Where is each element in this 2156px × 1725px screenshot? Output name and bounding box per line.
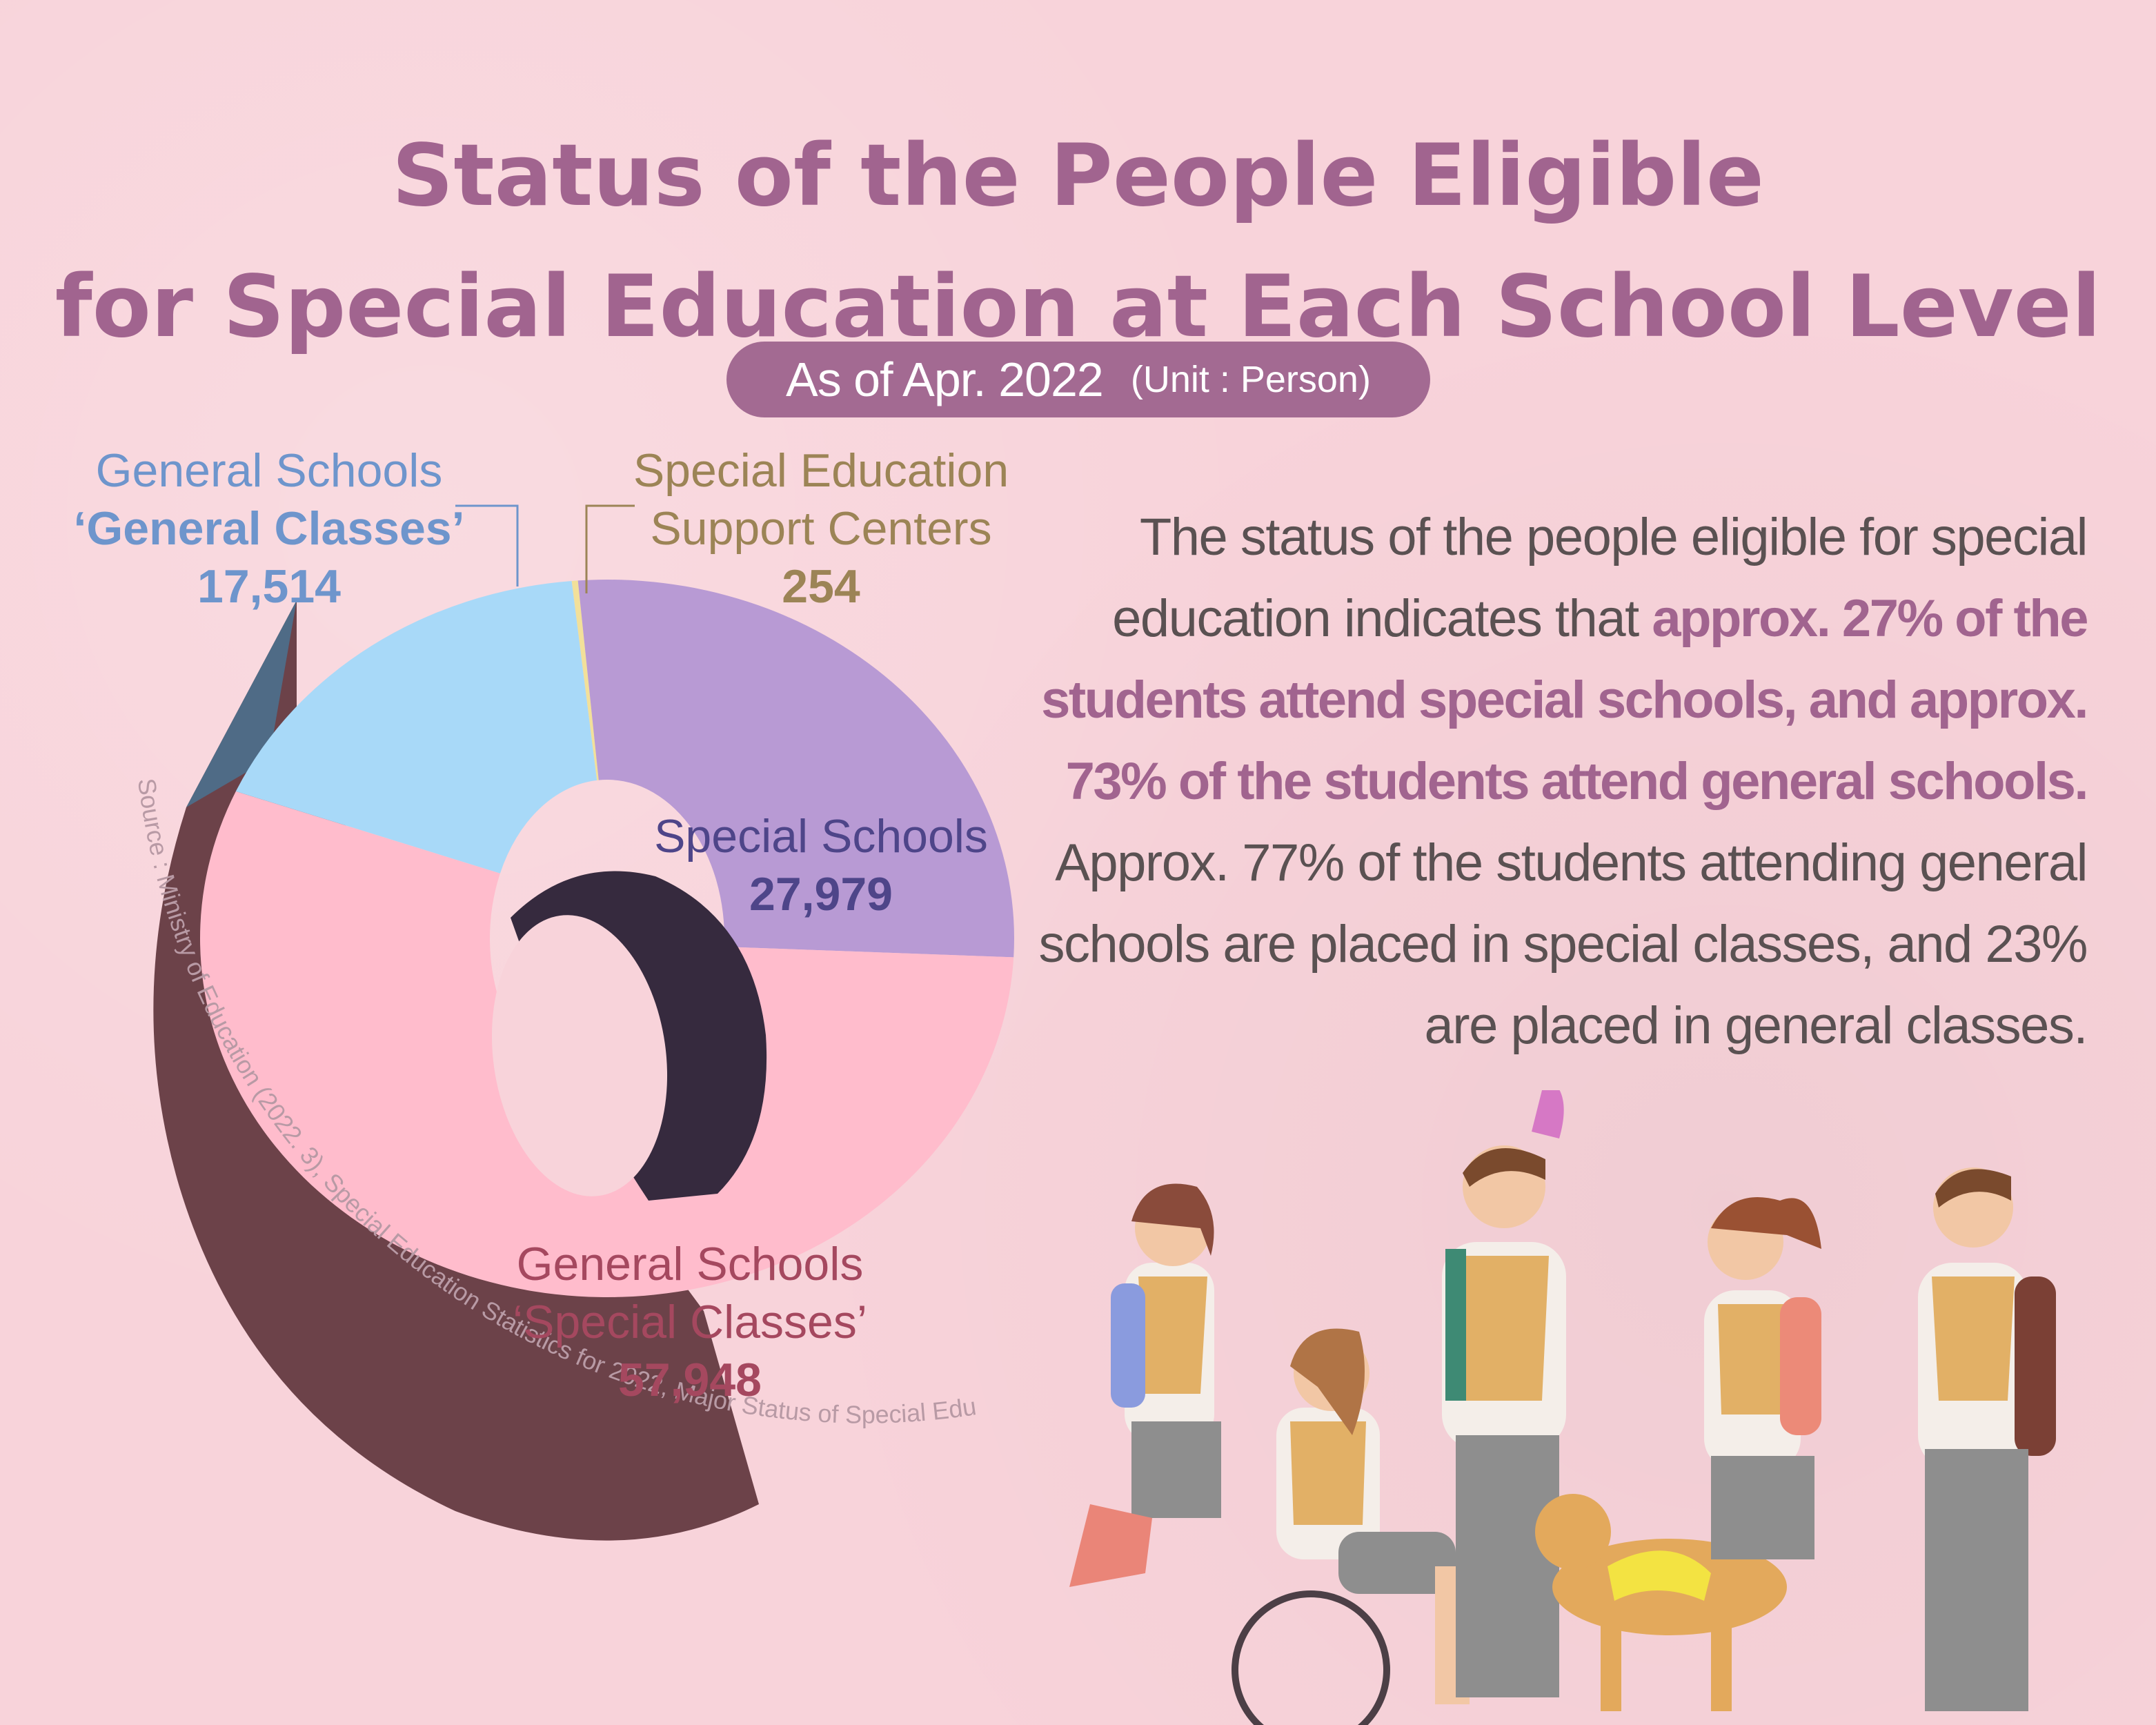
label-special-schools-value: 27,979: [749, 868, 893, 920]
description-part2: Approx. 77% of the students attending ge…: [1038, 834, 2088, 1055]
badge-unit: (Unit : Person): [1130, 359, 1371, 400]
label-special-schools: Special Schools 27,979: [621, 807, 1021, 923]
label-support-centers: Special Education Support Centers 254: [621, 442, 1021, 615]
description-highlight: approx. 27% of the students attend speci…: [1041, 589, 2088, 811]
slice-support-centers: [571, 580, 599, 780]
student-boy-center: [1442, 1090, 1566, 1697]
label-special-classes-name2: ‘Special Classes’: [513, 1296, 867, 1348]
donut-hole: [491, 915, 668, 1196]
label-general-classes-name2: ‘General Classes’: [73, 502, 465, 555]
title-line-1: Status of the People Eligible: [392, 126, 1764, 226]
slice-general-classes: [235, 580, 597, 874]
label-special-classes-value: 57,948: [618, 1354, 762, 1406]
description-paragraph: The status of the people eligible for sp…: [966, 497, 2089, 1067]
leader-line-general-classes: [455, 504, 519, 586]
label-general-classes: General Schools ‘General Classes’ 17,514: [69, 442, 469, 615]
label-general-classes-name: General Schools: [95, 444, 443, 497]
slice-special-schools: [577, 580, 1015, 958]
student-girl-left: [1069, 1183, 1221, 1587]
student-girl-wheelchair: [1232, 1328, 1470, 1725]
leader-line-support-centers: [585, 504, 635, 593]
label-general-classes-value: 17,514: [197, 560, 341, 613]
guide-dog: [1535, 1494, 1787, 1711]
title-line-2: for Special Education at Each School Lev…: [55, 257, 2101, 357]
label-support-centers-value: 254: [782, 560, 860, 613]
page-title: Status of the People Eligible for Specia…: [0, 110, 2156, 373]
student-girl-right: [1704, 1197, 1821, 1559]
badge-date: As of Apr. 2022: [786, 353, 1104, 406]
slice-special-classes: [200, 791, 1014, 1297]
label-support-centers-name2: Support Centers: [650, 502, 992, 555]
label-support-centers-name: Special Education: [633, 444, 1009, 497]
students-illustration: [1069, 1090, 2056, 1725]
description-part1: The status of the people eligible for sp…: [1112, 508, 2088, 648]
student-boy-right: [1918, 1167, 2056, 1711]
donut-slices: [200, 580, 1015, 1297]
date-badge: As of Apr. 2022 (Unit : Person): [726, 342, 1430, 417]
label-special-schools-name: Special Schools: [654, 810, 988, 862]
label-special-classes: General Schools ‘Special Classes’ 57,948: [490, 1235, 890, 1409]
label-special-classes-name: General Schools: [516, 1238, 864, 1290]
